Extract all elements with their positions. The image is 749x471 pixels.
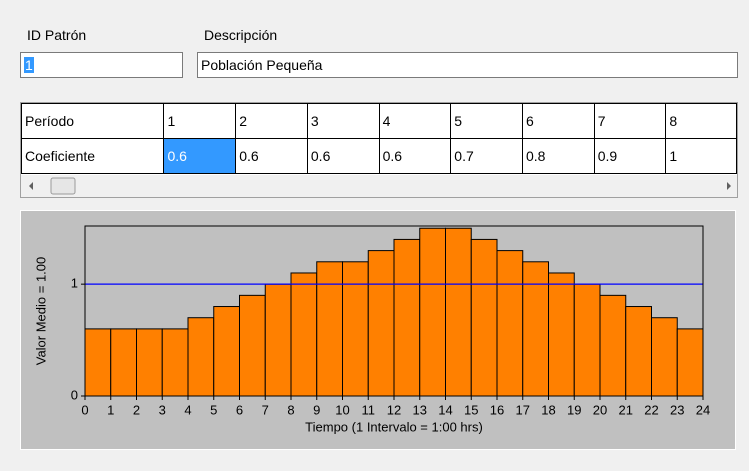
pattern-table: Período 1 2 3 4 5 6 7 8 Coeficiente 0.6 0.6 0.6 0.6 0… (20, 102, 738, 198)
description-label: Descripción (204, 27, 278, 43)
x-tick-label: 23 (670, 402, 684, 417)
scrollbar-art (29, 177, 731, 195)
x-tick-label: 20 (593, 402, 607, 417)
bar (625, 306, 652, 397)
bar (316, 261, 343, 397)
bar (239, 294, 266, 397)
x-tick-label: 6 (236, 402, 243, 417)
bar (393, 238, 421, 397)
cell[interactable]: 4 (378, 103, 452, 139)
bar (548, 272, 575, 397)
description-input[interactable]: Población Pequeña (197, 52, 738, 78)
cell[interactable]: 0.6 (235, 138, 308, 174)
bar (419, 227, 446, 397)
bar (84, 328, 112, 397)
scroll-left[interactable] (29, 182, 33, 190)
cell[interactable]: 0.9 (593, 138, 667, 174)
row-header: Coeficiente (21, 138, 165, 174)
bar (187, 317, 215, 397)
description-value: Población Pequeña (201, 57, 323, 73)
bar (367, 250, 395, 397)
cell[interactable]: 0.6 (378, 138, 452, 174)
x-tick-label: 21 (619, 402, 633, 417)
bar (651, 317, 678, 397)
bar (522, 261, 549, 397)
x-tick-label: 5 (210, 402, 217, 417)
bar (342, 261, 369, 397)
grid: Período 1 2 3 4 5 6 7 8 Coeficiente 0.6 0.6 0.6 0.6 0… (21, 103, 737, 174)
cell[interactable]: 2 (235, 103, 308, 139)
cell[interactable]: 0.6 (163, 138, 237, 174)
cell[interactable]: 3 (306, 103, 380, 139)
x-axis-label: Tiempo (1 Intervalo = 1:00 hrs) (305, 419, 483, 434)
bar (599, 294, 627, 397)
x-tick-label: 1 (107, 402, 114, 417)
x-tick-label: 14 (438, 402, 452, 417)
y-axis-label: Valor Medio = 1.00 (33, 257, 48, 366)
row-header: Período (21, 103, 165, 139)
bar (290, 272, 318, 397)
bar (573, 283, 601, 397)
x-tick-label: 7 (262, 402, 269, 417)
x-tick-label: 22 (644, 402, 658, 417)
bar (161, 328, 189, 397)
id-value: 1 (24, 57, 34, 73)
scroll-right[interactable] (727, 182, 731, 190)
x-tick-label: 9 (313, 402, 320, 417)
cell[interactable]: 0.7 (450, 138, 523, 174)
id-label: ID Patrón (27, 27, 87, 43)
x-tick-label: 4 (184, 402, 191, 417)
x-tick-label: 12 (387, 402, 401, 417)
bar (470, 238, 498, 397)
x-tick-label: 2 (133, 402, 140, 417)
x-tick-label: 3 (159, 402, 166, 417)
scrollbar[interactable] (21, 175, 737, 197)
x-tick-label: 10 (335, 402, 349, 417)
x-tick-label: 17 (516, 402, 530, 417)
id-input[interactable]: 1 (20, 52, 183, 78)
chart: 010 1 2 3 4 5 6 7 8 9 10 11 12 13 14 15 16 17 18 19 20 21 22 23… (20, 210, 736, 450)
bar (136, 328, 163, 397)
x-tick-label: 24 (696, 402, 710, 417)
bar (213, 306, 240, 397)
x-tick-label: 8 (287, 402, 294, 417)
cell[interactable]: 1 (163, 103, 237, 139)
bar (496, 250, 524, 397)
x-tick-label: 13 (413, 402, 427, 417)
bar (676, 328, 704, 397)
x-tick-label: 18 (541, 402, 555, 417)
cell[interactable]: 0.8 (522, 138, 595, 174)
bar (264, 283, 292, 397)
cell[interactable]: 8 (665, 103, 737, 139)
x-tick-label: 0 (81, 402, 88, 417)
x-tick-label: 15 (464, 402, 478, 417)
cell[interactable]: 6 (522, 103, 595, 139)
cell[interactable]: 0.6 (306, 138, 380, 174)
x-tick-label: 19 (567, 402, 581, 417)
scroll-thumb[interactable] (50, 177, 76, 195)
y-tick-label: 1 (71, 276, 78, 291)
x-tick-label: 11 (362, 402, 376, 417)
x-tick-label: 16 (490, 402, 504, 417)
cell[interactable]: 1 (665, 138, 737, 174)
bar (110, 328, 137, 397)
y-tick-label: 0 (71, 387, 78, 402)
bar (445, 227, 472, 397)
cell[interactable]: 5 (450, 103, 523, 139)
cell[interactable]: 7 (593, 103, 667, 139)
